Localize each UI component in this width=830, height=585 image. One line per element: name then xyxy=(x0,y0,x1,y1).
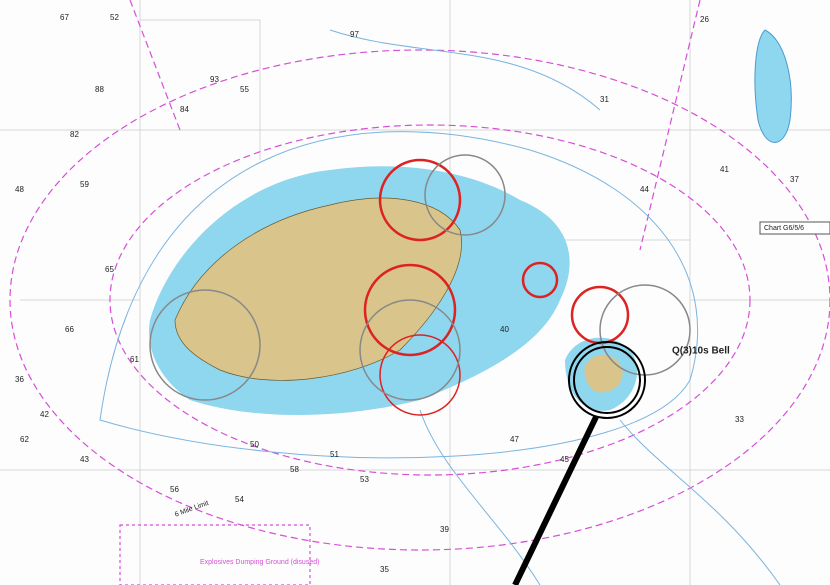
dumping-label: Explosives Dumping Ground (disused) xyxy=(200,559,319,566)
sounding: 39 xyxy=(440,525,449,534)
sounding: 84 xyxy=(180,105,189,114)
sounding: 55 xyxy=(240,85,249,94)
sounding: 66 xyxy=(65,325,74,334)
sounding: 97 xyxy=(350,30,359,39)
sounding: 37 xyxy=(790,175,799,184)
sounding: 59 xyxy=(80,180,89,189)
sounding: 53 xyxy=(360,475,369,484)
sounding: 44 xyxy=(640,185,649,194)
sounding: 88 xyxy=(95,85,104,94)
light-label: Q(3)10s Bell xyxy=(672,346,730,357)
sounding: 35 xyxy=(380,565,389,574)
sounding: 61 xyxy=(130,355,139,364)
sounding: 62 xyxy=(20,435,29,444)
sounding: 42 xyxy=(40,410,49,419)
sounding: 43 xyxy=(80,455,89,464)
contours xyxy=(99,29,781,585)
sounding: 47 xyxy=(510,435,519,444)
limits xyxy=(9,0,830,585)
chart-box-label: Chart G6/5/6 xyxy=(764,225,804,232)
sounding: 33 xyxy=(735,415,744,424)
sounding: 48 xyxy=(15,185,24,194)
sounding: 51 xyxy=(330,450,339,459)
island xyxy=(174,197,462,381)
sounding: 65 xyxy=(105,265,114,274)
sounding: 40 xyxy=(500,325,509,334)
sounding: 93 xyxy=(210,75,219,84)
lagoon xyxy=(754,29,792,143)
island xyxy=(584,354,623,393)
sounding: 67 xyxy=(60,13,69,22)
sounding: 52 xyxy=(110,13,119,22)
sounding: 31 xyxy=(600,95,609,104)
sounding: 56 xyxy=(170,485,179,494)
sounding: 82 xyxy=(70,130,79,139)
sounding: 26 xyxy=(700,15,709,24)
sounding: 45 xyxy=(560,455,569,464)
sounding: 50 xyxy=(250,440,259,449)
chart-box xyxy=(759,221,830,235)
sounding: 54 xyxy=(235,495,244,504)
highlight xyxy=(512,341,646,585)
sounding: 36 xyxy=(15,375,24,384)
sounding: 41 xyxy=(720,165,729,174)
sounding: 58 xyxy=(290,465,299,474)
